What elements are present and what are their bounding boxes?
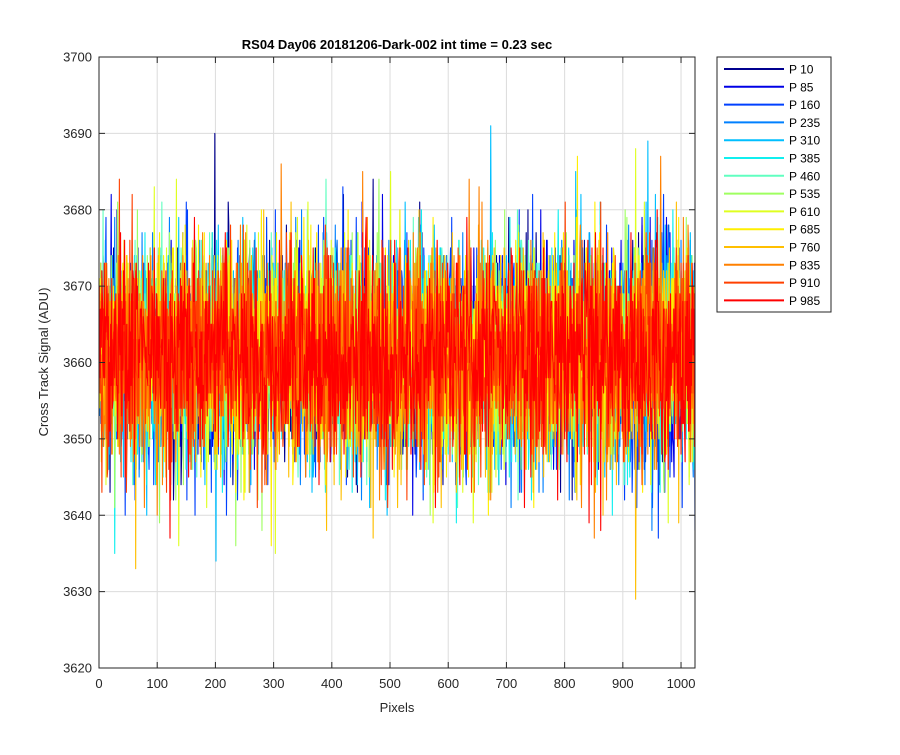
x-tick-label: 200 <box>205 676 227 691</box>
legend-label: P 685 <box>789 223 820 237</box>
x-tick-label: 300 <box>263 676 285 691</box>
legend-label: P 835 <box>789 258 820 272</box>
x-tick-label: 1000 <box>667 676 696 691</box>
legend-label: P 10 <box>789 63 814 77</box>
ticks: 0 100 200 300 400 500 600 700 800 900 1000 3620 3630… <box>63 50 695 692</box>
x-tick-label: 400 <box>321 676 343 691</box>
x-tick-label: 900 <box>612 676 634 691</box>
x-axis-label: Pixels <box>380 700 415 715</box>
x-tick-label: 800 <box>554 676 576 691</box>
series-line-p985 <box>99 209 695 539</box>
y-tick-label: 3680 <box>63 202 92 217</box>
y-tick-label: 3620 <box>63 661 92 676</box>
legend: P 10 P 85 P 160 P 235 P 310 P 385 P 460 P 535 P … <box>716 56 832 313</box>
y-tick-label: 3630 <box>63 584 92 599</box>
legend-label: P 160 <box>789 98 820 112</box>
y-tick-label: 3670 <box>63 279 92 294</box>
legend-label: P 535 <box>789 187 820 201</box>
legend-label: P 610 <box>789 205 820 219</box>
legend-label: P 985 <box>789 294 820 308</box>
x-tick-label: 700 <box>496 676 518 691</box>
legend-label: P 310 <box>789 134 820 148</box>
legend-items: P 10 P 85 P 160 P 235 P 310 P 385 P 460 P 535 P … <box>724 63 820 308</box>
x-tick-label: 0 <box>95 676 102 691</box>
x-tick-label: 100 <box>146 676 168 691</box>
chart-title: RS04 Day06 20181206-Dark-002 int time = … <box>242 37 552 52</box>
plot-area: 0 100 200 300 400 500 600 700 800 900 1000 3620 3630… <box>63 50 696 692</box>
y-tick-label: 3690 <box>63 126 92 141</box>
legend-box <box>716 56 832 313</box>
y-tick-label: 3650 <box>63 431 92 446</box>
series-line-p910 <box>99 178 695 509</box>
legend-label: P 910 <box>789 276 820 290</box>
legend-label: P 85 <box>789 80 814 94</box>
y-tick-label: 3700 <box>63 50 92 65</box>
y-tick-label: 3660 <box>63 355 92 370</box>
legend-label: P 460 <box>789 169 820 183</box>
series-layer <box>99 125 695 600</box>
legend-label: P 235 <box>789 116 820 130</box>
x-tick-label: 600 <box>437 676 459 691</box>
legend-label: P 385 <box>789 152 820 166</box>
legend-label: P 760 <box>789 241 820 255</box>
y-tick-label: 3640 <box>63 508 92 523</box>
x-tick-label: 500 <box>379 676 401 691</box>
y-axis-label: Cross Track Signal (ADU) <box>36 288 51 437</box>
